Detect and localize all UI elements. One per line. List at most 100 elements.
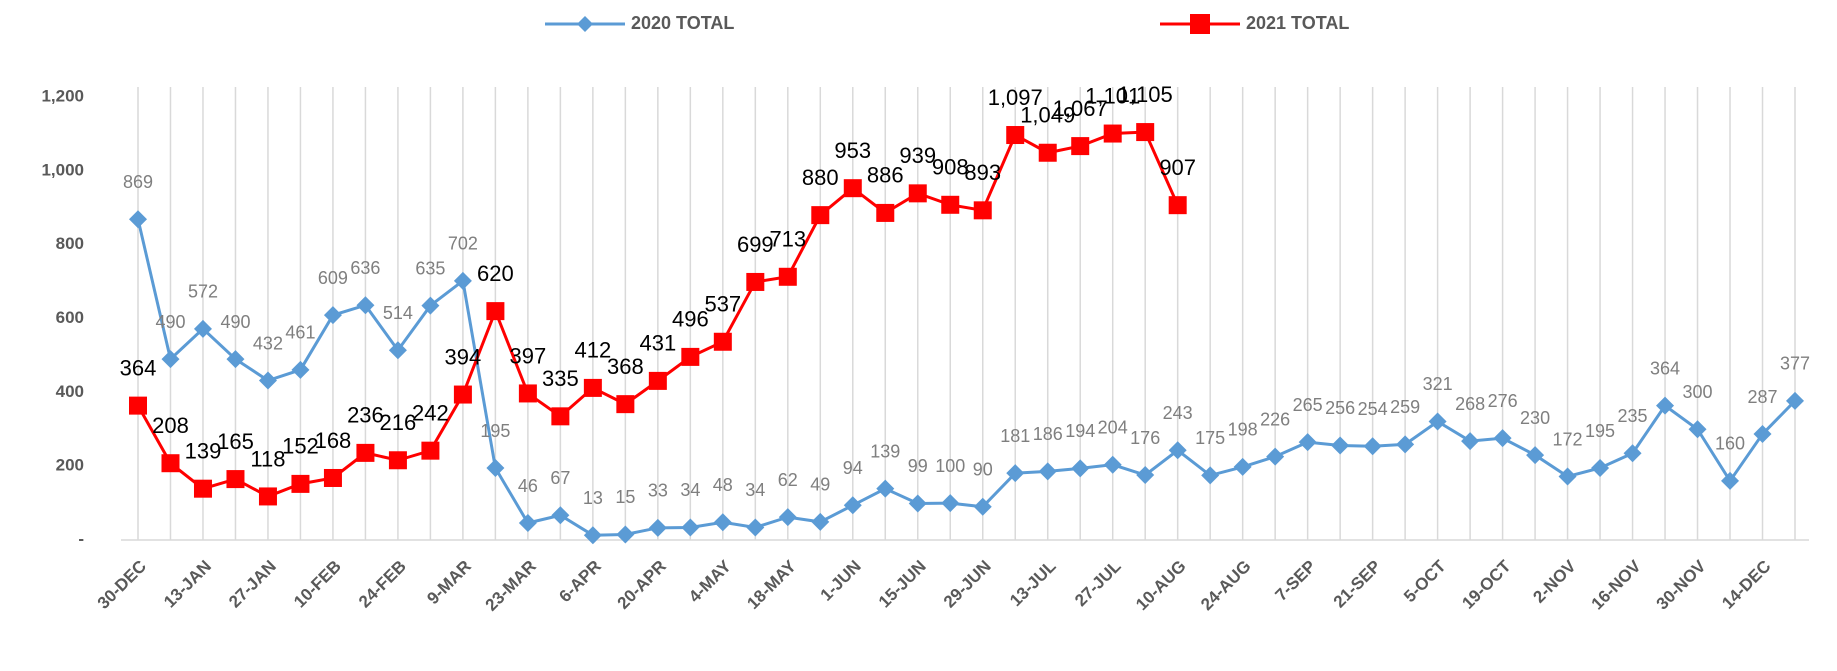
marker xyxy=(973,201,992,220)
data-label: 194 xyxy=(1065,421,1095,441)
marker xyxy=(1363,437,1382,456)
x-tick-label: 4-MAY xyxy=(685,556,735,606)
marker xyxy=(1103,124,1122,143)
x-tick-label: 30-DEC xyxy=(94,557,150,613)
x-tick-label: 13-JAN xyxy=(160,557,215,612)
data-label: 276 xyxy=(1488,391,1518,411)
data-label: 461 xyxy=(285,323,315,343)
data-label: 1,097 xyxy=(988,85,1043,110)
marker xyxy=(161,454,180,473)
marker xyxy=(1623,444,1642,463)
marker xyxy=(161,350,180,369)
x-tick-label: 30-NOV xyxy=(1653,556,1710,613)
data-label: 139 xyxy=(185,438,222,463)
x-tick-label: 5-OCT xyxy=(1400,556,1450,606)
marker xyxy=(1038,143,1057,162)
data-label: 514 xyxy=(383,303,413,323)
marker xyxy=(453,385,472,404)
data-label: 364 xyxy=(120,355,157,380)
marker xyxy=(388,341,407,360)
data-label: 609 xyxy=(318,268,348,288)
legend-label: 2020 TOTAL xyxy=(631,13,734,33)
marker xyxy=(746,272,765,291)
marker xyxy=(129,396,147,415)
marker xyxy=(258,487,277,506)
x-tick-label: 14-DEC xyxy=(1718,557,1774,613)
marker xyxy=(843,179,862,198)
marker xyxy=(1688,420,1707,439)
marker xyxy=(421,296,440,315)
y-tick-label: 600 xyxy=(56,308,84,327)
marker xyxy=(648,518,667,537)
data-label: 175 xyxy=(1195,428,1225,448)
data-label: 160 xyxy=(1715,434,1745,454)
marker xyxy=(1526,446,1545,465)
marker xyxy=(356,296,375,315)
legend-label: 2021 TOTAL xyxy=(1246,13,1349,33)
marker xyxy=(681,347,700,366)
data-label: 100 xyxy=(935,456,965,476)
series-line xyxy=(136,218,1797,537)
data-label: 713 xyxy=(769,227,806,252)
data-label: 118 xyxy=(250,446,285,471)
data-label: 195 xyxy=(1585,421,1615,441)
y-tick-label: 200 xyxy=(56,456,84,475)
data-label: 377 xyxy=(1780,354,1810,374)
data-label: 254 xyxy=(1358,399,1388,419)
marker xyxy=(1656,396,1675,415)
data-label: 1,101 xyxy=(1085,83,1140,108)
marker xyxy=(356,443,375,462)
marker xyxy=(1168,441,1187,460)
data-label: 208 xyxy=(152,413,189,438)
data-label: 620 xyxy=(477,261,514,286)
marker xyxy=(1201,466,1220,485)
data-label: 90 xyxy=(973,460,993,480)
marker xyxy=(1753,425,1772,444)
marker xyxy=(908,184,927,203)
data-label: 226 xyxy=(1260,409,1290,429)
marker xyxy=(616,525,635,544)
marker xyxy=(811,512,830,531)
data-label: 287 xyxy=(1747,387,1777,407)
data-label: 195 xyxy=(480,421,510,441)
data-label: 172 xyxy=(1553,429,1583,449)
marker xyxy=(681,518,700,537)
data-label: 198 xyxy=(1228,420,1258,440)
marker xyxy=(1721,471,1740,490)
y-tick-label: 1,200 xyxy=(41,86,84,105)
marker xyxy=(258,371,277,390)
marker xyxy=(1396,435,1415,454)
marker xyxy=(648,371,667,390)
marker xyxy=(1038,462,1057,481)
marker xyxy=(941,494,960,513)
marker xyxy=(1428,412,1447,431)
marker xyxy=(129,210,147,229)
data-label: 432 xyxy=(253,333,283,353)
data-label: 907 xyxy=(1159,155,1196,180)
marker xyxy=(1233,457,1252,476)
marker xyxy=(1136,466,1155,485)
y-tick-label: 1,000 xyxy=(41,160,84,179)
x-tick-label: 24-FEB xyxy=(355,557,410,612)
marker xyxy=(388,451,407,470)
data-label: 236 xyxy=(347,403,384,428)
data-label: 33 xyxy=(648,481,668,501)
data-label: 204 xyxy=(1098,417,1128,437)
data-label: 335 xyxy=(542,366,579,391)
marker xyxy=(421,441,440,460)
x-tick-label: 23-MAR xyxy=(482,557,540,615)
marker xyxy=(551,506,570,525)
marker xyxy=(453,271,472,290)
x-tick-label: 29-JUN xyxy=(940,557,995,612)
marker xyxy=(1071,459,1090,478)
data-label: 15 xyxy=(615,487,635,507)
data-label: 368 xyxy=(607,354,644,379)
x-tick-label: 24-AUG xyxy=(1197,557,1255,615)
marker xyxy=(551,407,570,426)
data-label: 300 xyxy=(1683,382,1713,402)
x-tick-label: 18-MAY xyxy=(743,556,800,613)
data-label: 168 xyxy=(315,428,352,453)
data-label: 397 xyxy=(510,343,547,368)
data-label: 537 xyxy=(704,292,741,317)
marker xyxy=(713,332,732,351)
